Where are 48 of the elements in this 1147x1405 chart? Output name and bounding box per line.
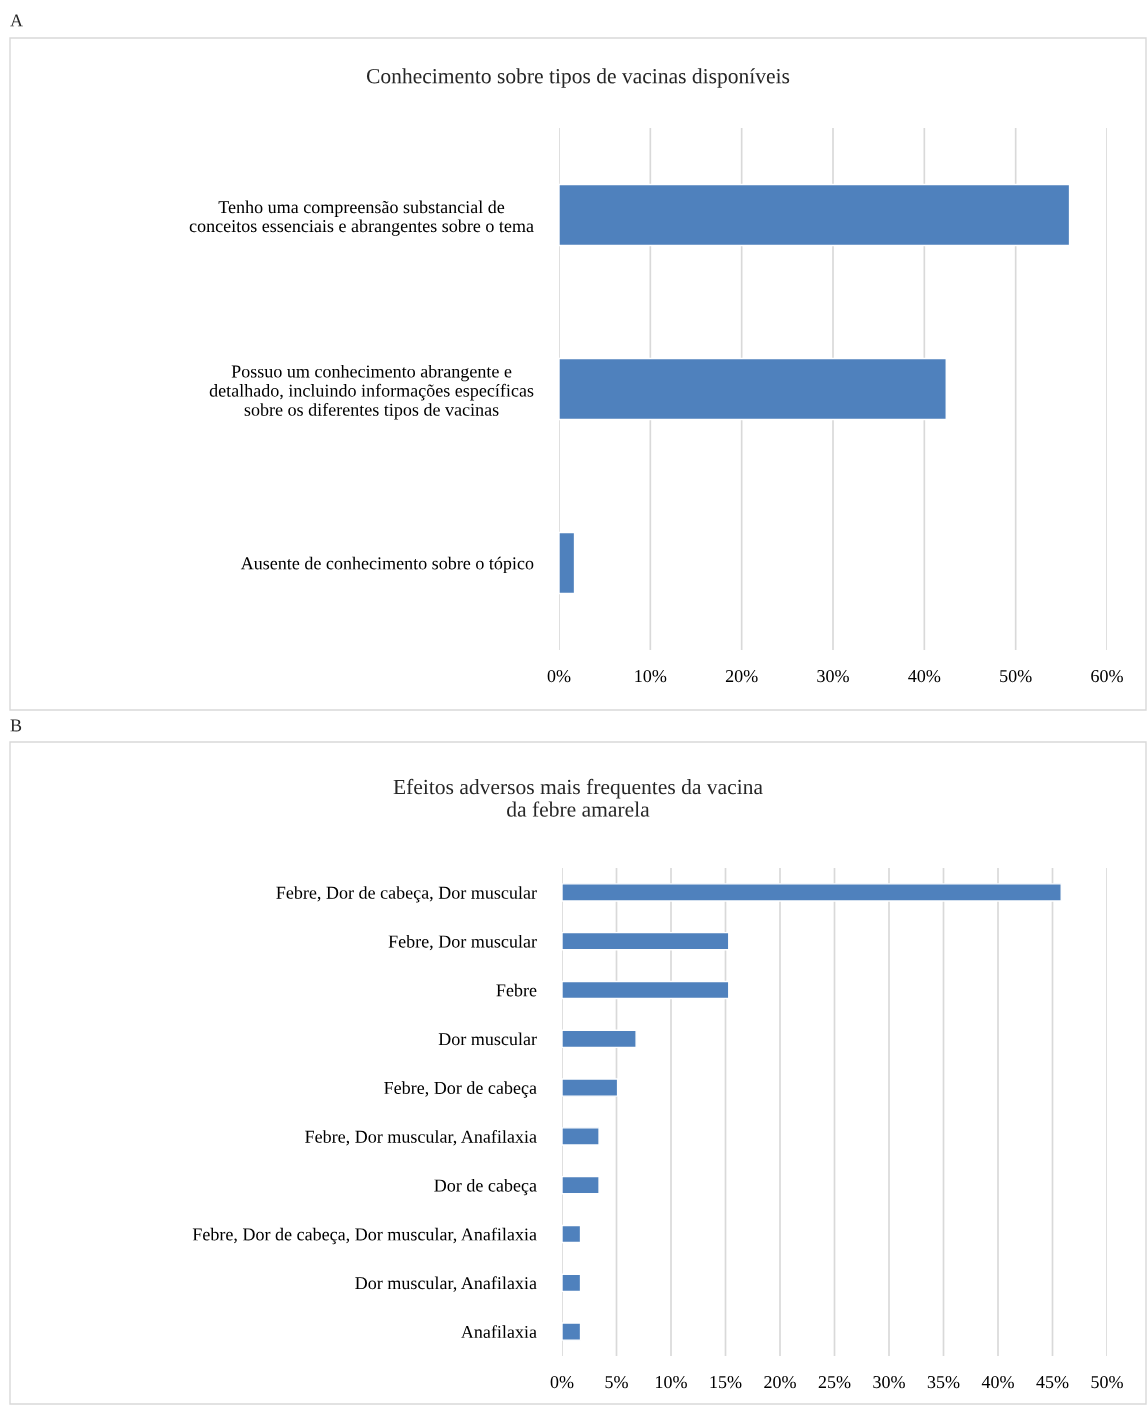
y-tick-label: Possuo um conhecimento abrangente e detalhado, incluindo informações específicas sobre os diferentes tipos de vacinas <box>209 364 534 420</box>
y-tick-label: Febre <box>496 983 537 997</box>
x-tick-label: 50% <box>1000 669 1032 683</box>
x-tick-label: 40% <box>908 669 941 683</box>
x-tick-label: 45% <box>1036 1375 1069 1389</box>
y-tick-label: Febre, Dor de cabeça, Dor muscular <box>276 886 537 903</box>
x-tick-label: 10% <box>656 1375 687 1389</box>
text: B <box>10 719 22 732</box>
y-tick-label: Dor de cabeça <box>434 1178 537 1196</box>
bar <box>562 1029 637 1049</box>
x-tick-label: 0% <box>550 1375 574 1389</box>
bar <box>559 183 1071 247</box>
x-tick-label: 0% <box>547 669 571 683</box>
y-tick-label: Anafilaxia <box>460 1325 537 1339</box>
bar <box>562 931 730 951</box>
bar <box>559 357 947 421</box>
bar <box>562 980 730 1000</box>
bar <box>562 1175 600 1195</box>
bar <box>562 1322 582 1341</box>
chart-title: Conhecimento sobre tipos de vacinas disponíveis <box>366 68 790 88</box>
x-tick-label: 40% <box>981 1375 1014 1389</box>
x-tick-label: 20% <box>764 1375 796 1389</box>
y-tick-label: Febre, Dor muscular, Anafilaxia <box>305 1129 537 1146</box>
y-tick-label: Febre, Dor de cabeça, Dor muscular, Anafilaxia <box>192 1227 537 1245</box>
x-tick-label: 25% <box>818 1375 851 1389</box>
x-tick-label: 30% <box>873 1375 905 1389</box>
text: A <box>10 14 23 27</box>
x-tick-label: 20% <box>725 669 758 683</box>
x-tick-label: 15% <box>710 1375 742 1389</box>
y-tick-label: Tenho uma compreensão substancial de conceitos essenciais e abrangentes sobre o tema <box>189 200 534 236</box>
y-tick-label: Dor muscular, Anafilaxia <box>355 1276 537 1292</box>
x-tick-label: 30% <box>817 669 849 683</box>
x-tick-label: 35% <box>927 1375 960 1389</box>
bar <box>562 1127 600 1146</box>
bar <box>562 883 1062 902</box>
bar <box>562 1078 619 1097</box>
bar <box>562 1273 582 1293</box>
bar <box>562 1224 582 1244</box>
x-tick-label: 10% <box>635 669 667 683</box>
x-tick-label: 50% <box>1091 1375 1123 1389</box>
x-tick-label: 60% <box>1091 669 1123 683</box>
x-tick-label: 5% <box>605 1375 628 1389</box>
bar <box>559 531 576 595</box>
y-tick-label: Febre, Dor de cabeça <box>384 1081 537 1098</box>
chart-title: Efeitos adversos mais frequentes da vacina da febre amarela <box>393 778 763 817</box>
y-tick-label: Ausente de conhecimento sobre o tópico <box>240 556 534 574</box>
y-tick-label: Febre, Dor muscular <box>388 934 537 951</box>
y-tick-label: Dor muscular <box>438 1032 537 1046</box>
